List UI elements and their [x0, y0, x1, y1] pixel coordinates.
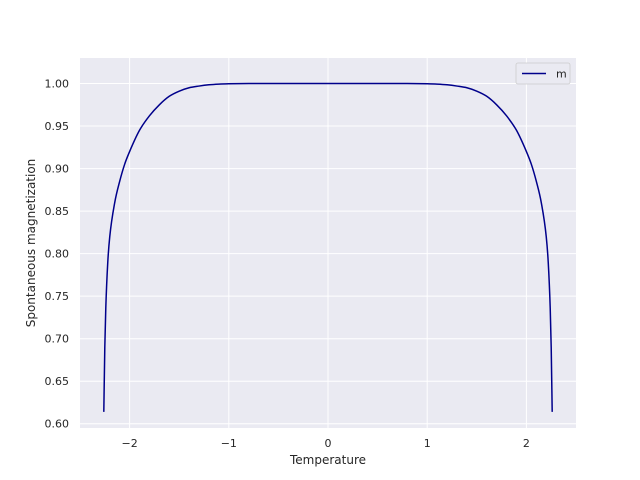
y-tick-label: 0.60 — [45, 418, 70, 431]
legend-label: m — [556, 68, 567, 81]
x-tick-label: 1 — [424, 437, 431, 450]
y-tick-label: 0.75 — [45, 290, 70, 303]
y-tick-label: 1.00 — [45, 78, 70, 91]
x-tick-label: −1 — [221, 437, 237, 450]
x-tick-label: −2 — [121, 437, 137, 450]
legend: m — [515, 62, 571, 85]
x-tick-label: 0 — [325, 437, 332, 450]
y-axis-label: Spontaneous magnetization — [24, 159, 38, 328]
series-line-m — [103, 82, 553, 412]
x-tick-label: 2 — [523, 437, 530, 450]
y-tick-label: 0.70 — [45, 333, 70, 346]
y-tick-label: 0.85 — [45, 205, 70, 218]
y-tick-label: 0.65 — [45, 375, 70, 388]
tick-labels: −2 −1 0 1 2 0.60 0.65 0.70 0.75 0.80 0.85 0.90 0.95 1… — [45, 78, 530, 450]
series-layer — [103, 82, 553, 412]
y-tick-label: 0.95 — [45, 120, 70, 133]
y-tick-label: 0.80 — [45, 248, 70, 261]
x-axis-label: Temperature — [289, 453, 366, 467]
y-tick-label: 0.90 — [45, 163, 70, 176]
